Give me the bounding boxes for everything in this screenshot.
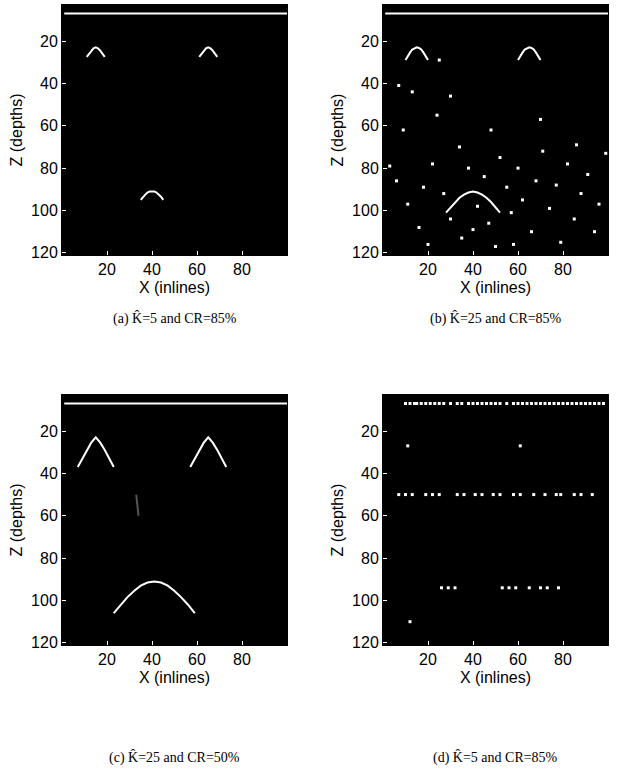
svg-text:20: 20 [98, 651, 116, 668]
svg-text:80: 80 [40, 550, 58, 567]
svg-text:80: 80 [361, 550, 379, 567]
svg-text:80: 80 [361, 160, 379, 177]
svg-text:20: 20 [361, 423, 379, 440]
svg-text:20: 20 [98, 261, 116, 278]
svg-text:20: 20 [419, 261, 437, 278]
svg-text:80: 80 [233, 651, 251, 668]
svg-text:60: 60 [188, 261, 206, 278]
svg-text:20: 20 [419, 651, 437, 668]
svg-text:40: 40 [361, 75, 379, 92]
svg-text:(a) K̂=5 and CR=85%: (a) K̂=5 and CR=85% [113, 310, 237, 327]
svg-text:40: 40 [464, 261, 482, 278]
svg-text:40: 40 [361, 465, 379, 482]
svg-text:40: 40 [40, 75, 58, 92]
svg-text:X (inlines): X (inlines) [460, 669, 531, 686]
svg-text:X (inlines): X (inlines) [460, 279, 531, 296]
svg-text:80: 80 [554, 651, 572, 668]
svg-text:120: 120 [352, 634, 379, 651]
svg-text:60: 60 [361, 117, 379, 134]
svg-text:40: 40 [464, 651, 482, 668]
svg-text:(b) K̂=25 and CR=85%: (b) K̂=25 and CR=85% [430, 310, 562, 327]
svg-text:60: 60 [40, 507, 58, 524]
svg-text:X (inlines): X (inlines) [139, 669, 210, 686]
svg-text:(c) K̂=25 and CR=50%: (c) K̂=25 and CR=50% [109, 749, 240, 766]
svg-text:Z (depths): Z (depths) [329, 94, 346, 167]
svg-text:20: 20 [40, 33, 58, 50]
svg-text:60: 60 [509, 261, 527, 278]
svg-text:20: 20 [40, 423, 58, 440]
svg-text:120: 120 [31, 634, 58, 651]
svg-text:40: 40 [143, 651, 161, 668]
svg-text:60: 60 [361, 507, 379, 524]
svg-text:60: 60 [40, 117, 58, 134]
svg-text:X (inlines): X (inlines) [139, 279, 210, 296]
svg-text:40: 40 [143, 261, 161, 278]
svg-text:60: 60 [188, 651, 206, 668]
svg-text:Z (depths): Z (depths) [8, 484, 25, 557]
svg-text:Z (depths): Z (depths) [329, 484, 346, 557]
svg-text:120: 120 [31, 244, 58, 261]
svg-text:80: 80 [233, 261, 251, 278]
svg-text:20: 20 [361, 33, 379, 50]
svg-text:100: 100 [352, 202, 379, 219]
svg-text:120: 120 [352, 244, 379, 261]
svg-text:80: 80 [554, 261, 572, 278]
svg-text:60: 60 [509, 651, 527, 668]
svg-text:100: 100 [31, 592, 58, 609]
svg-text:40: 40 [40, 465, 58, 482]
svg-text:(d) K̂=5 and CR=85%: (d) K̂=5 and CR=85% [433, 749, 558, 766]
svg-text:80: 80 [40, 160, 58, 177]
svg-text:Z (depths): Z (depths) [8, 94, 25, 167]
svg-text:100: 100 [352, 592, 379, 609]
svg-text:100: 100 [31, 202, 58, 219]
